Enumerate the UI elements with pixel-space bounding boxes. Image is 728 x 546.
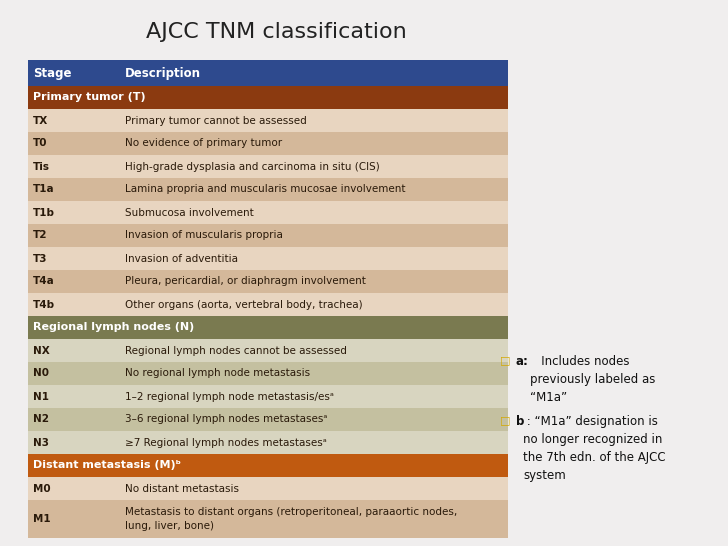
Text: TX: TX <box>33 116 48 126</box>
Text: Includes nodes
previously labeled as
“M1a”: Includes nodes previously labeled as “M1… <box>530 355 655 404</box>
Text: Description: Description <box>124 67 201 80</box>
Text: Lamina propria and muscularis mucosae involvement: Lamina propria and muscularis mucosae in… <box>124 185 405 194</box>
Text: High-grade dysplasia and carcinoma in situ (CIS): High-grade dysplasia and carcinoma in si… <box>124 162 379 171</box>
Text: Submucosa involvement: Submucosa involvement <box>124 207 253 217</box>
Text: No regional lymph node metastasis: No regional lymph node metastasis <box>124 369 310 378</box>
Text: M1: M1 <box>33 514 51 524</box>
Bar <box>28 109 508 132</box>
Bar <box>28 293 508 316</box>
Text: AJCC TNM classification: AJCC TNM classification <box>146 22 407 42</box>
Text: Regional lymph nodes cannot be assessed: Regional lymph nodes cannot be assessed <box>124 346 347 355</box>
Text: T1a: T1a <box>33 185 55 194</box>
Bar <box>28 86 508 109</box>
Bar <box>28 132 508 155</box>
Text: 3–6 regional lymph nodes metastasesᵃ: 3–6 regional lymph nodes metastasesᵃ <box>124 414 327 424</box>
Bar <box>28 247 508 270</box>
Text: Stage: Stage <box>33 67 71 80</box>
Text: b: b <box>516 415 524 428</box>
Text: Invasion of adventitia: Invasion of adventitia <box>124 253 238 264</box>
Text: Invasion of muscularis propria: Invasion of muscularis propria <box>124 230 282 240</box>
Bar <box>28 500 508 538</box>
Text: ≥7 Regional lymph nodes metastasesᵃ: ≥7 Regional lymph nodes metastasesᵃ <box>124 437 327 448</box>
Text: T1b: T1b <box>33 207 55 217</box>
Text: 1–2 regional lymph node metastasis/esᵃ: 1–2 regional lymph node metastasis/esᵃ <box>124 391 333 401</box>
Bar <box>28 408 508 431</box>
Bar <box>28 316 508 339</box>
Text: Tis: Tis <box>33 162 50 171</box>
Text: T3: T3 <box>33 253 47 264</box>
Text: T4b: T4b <box>33 300 55 310</box>
Bar <box>28 339 508 362</box>
Text: T2: T2 <box>33 230 47 240</box>
Text: Pleura, pericardial, or diaphragm involvement: Pleura, pericardial, or diaphragm involv… <box>124 276 365 287</box>
Bar <box>28 477 508 500</box>
Text: N1: N1 <box>33 391 49 401</box>
Bar <box>28 362 508 385</box>
Text: Primary tumor (T): Primary tumor (T) <box>33 92 146 103</box>
Text: T0: T0 <box>33 139 47 149</box>
Text: Regional lymph nodes (N): Regional lymph nodes (N) <box>33 323 194 333</box>
Bar <box>28 224 508 247</box>
Bar <box>28 201 508 224</box>
Text: Other organs (aorta, vertebral body, trachea): Other organs (aorta, vertebral body, tra… <box>124 300 363 310</box>
Bar <box>28 178 508 201</box>
Bar <box>28 60 508 86</box>
Text: □: □ <box>500 415 510 425</box>
Bar <box>28 454 508 477</box>
Text: □: □ <box>500 355 510 365</box>
Text: : “M1a” designation is
no longer recognized in
the 7th edn. of the AJCC
system: : “M1a” designation is no longer recogni… <box>523 415 665 482</box>
Text: M0: M0 <box>33 484 51 494</box>
Bar <box>28 270 508 293</box>
Text: N2: N2 <box>33 414 49 424</box>
Bar <box>28 431 508 454</box>
Bar <box>28 155 508 178</box>
Text: a:: a: <box>516 355 529 368</box>
Text: N3: N3 <box>33 437 49 448</box>
Text: Metastasis to distant organs (retroperitoneal, paraaortic nodes,
lung, liver, bo: Metastasis to distant organs (retroperit… <box>124 507 457 531</box>
Text: Distant metastasis (M)ᵇ: Distant metastasis (M)ᵇ <box>33 460 181 471</box>
Text: T4a: T4a <box>33 276 55 287</box>
Bar <box>28 385 508 408</box>
Text: NX: NX <box>33 346 50 355</box>
Text: No evidence of primary tumor: No evidence of primary tumor <box>124 139 282 149</box>
Text: Primary tumor cannot be assessed: Primary tumor cannot be assessed <box>124 116 306 126</box>
Text: N0: N0 <box>33 369 49 378</box>
Text: No distant metastasis: No distant metastasis <box>124 484 239 494</box>
